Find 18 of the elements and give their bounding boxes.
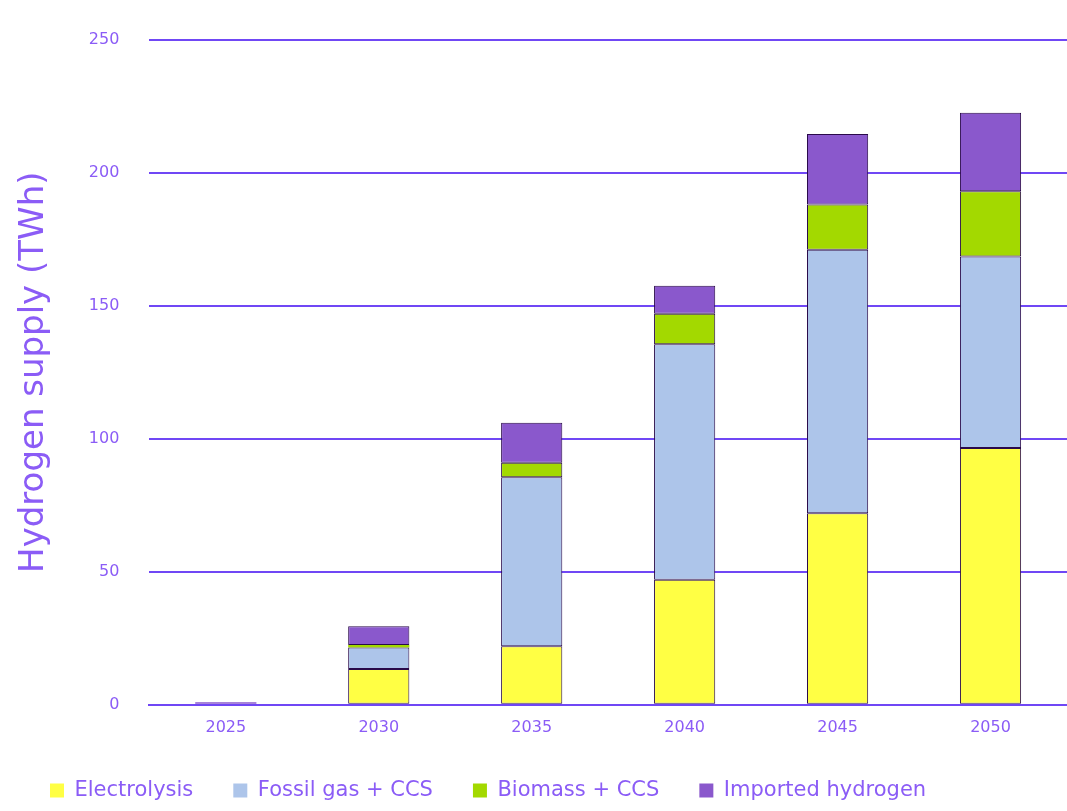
y-tick-label: 200 (88, 161, 120, 181)
y-tick-label: 250 (88, 28, 120, 48)
y-axis-title: Hydrogen supply (TWh) (11, 171, 52, 573)
legend-label: Electrolysis (74, 776, 194, 801)
legend-label: Fossil gas + CCS (257, 776, 433, 801)
legend-label: Imported hydrogen (723, 776, 927, 801)
x-tick-label: 2030 (358, 716, 400, 736)
y-tick-label: 0 (109, 693, 120, 713)
x-tick-label: 2035 (511, 716, 553, 736)
x-tick-label: 2050 (970, 716, 1011, 736)
legend-label: Biomass + CCS (497, 776, 660, 801)
y-tick-label: 150 (88, 294, 120, 314)
x-tick-label: 2045 (817, 716, 858, 736)
bar (348, 644, 410, 648)
y-tick-label: 100 (88, 427, 120, 447)
x-tick-label: 2025 (205, 716, 247, 736)
x-tick-label: 2040 (664, 716, 705, 736)
y-tick-label: 50 (98, 560, 120, 580)
